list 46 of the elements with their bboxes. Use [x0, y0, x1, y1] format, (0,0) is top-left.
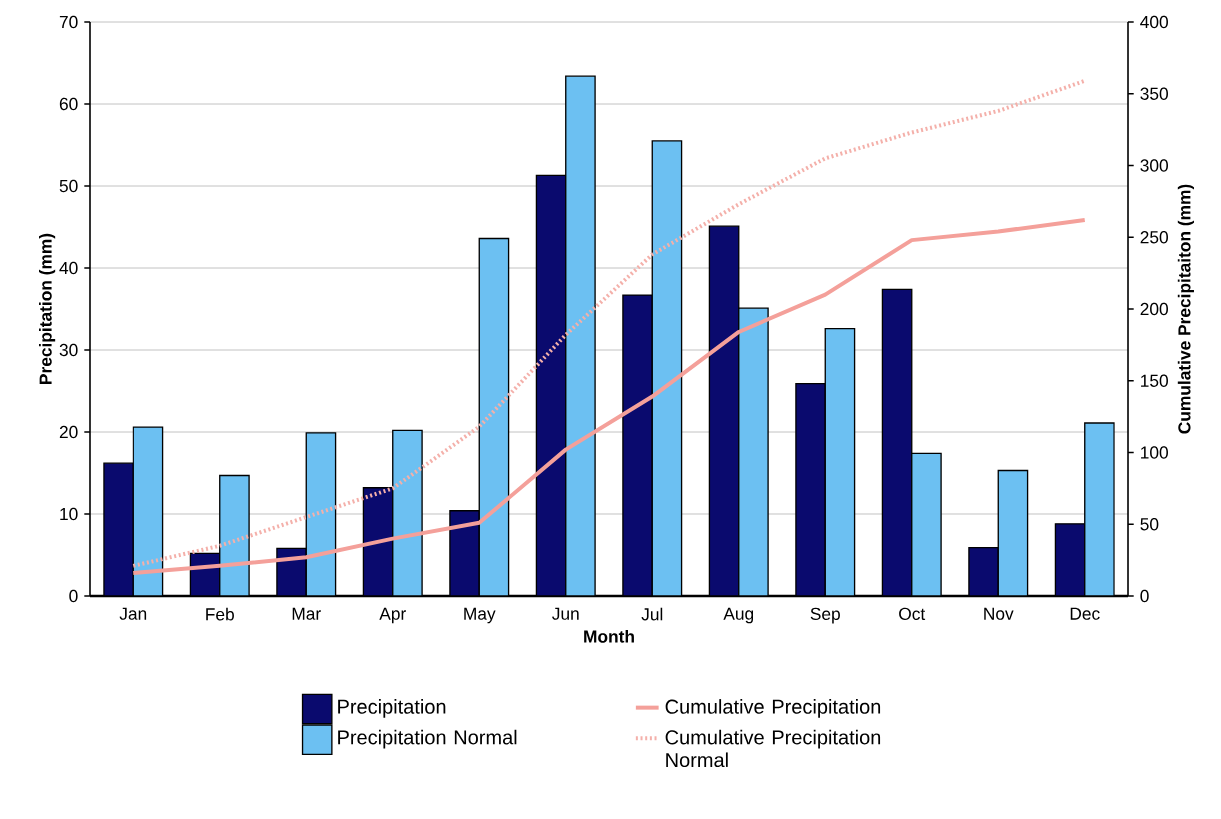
- legend-label: Precipitation: [338, 699, 446, 718]
- x-tick-label: Aug: [723, 607, 754, 624]
- bar: [622, 294, 653, 596]
- y-tick-label: 60: [59, 97, 78, 111]
- y-axis-title: Precipitation (mm): [39, 233, 56, 384]
- y2-tick-label: 300: [1140, 159, 1168, 172]
- x-tick-label: May: [464, 607, 496, 624]
- legend-label: Cumulative Precipitation: [665, 699, 881, 718]
- x-tick-label: Feb: [206, 607, 234, 621]
- y-tick-label: 10: [60, 507, 78, 521]
- bar: [708, 225, 740, 596]
- line-series: [131, 218, 1087, 576]
- bar: [103, 462, 134, 596]
- x-tick-label: Jul: [641, 607, 663, 621]
- x-tick-label: Jan: [119, 607, 147, 620]
- bar: [1054, 523, 1086, 596]
- x-tick-label: Dec: [1070, 607, 1100, 620]
- x-tick-label: Jun: [552, 607, 579, 620]
- bar: [535, 174, 567, 596]
- y2-tick-label: 100: [1141, 446, 1168, 459]
- x-tick-label: Apr: [379, 607, 406, 624]
- y-tick-label: 50: [59, 179, 78, 193]
- bar: [795, 382, 826, 596]
- y2-axis-title: Cumulative Precipitaiton (mm): [1177, 184, 1194, 434]
- y2-tick-label: 250: [1140, 231, 1168, 244]
- y-tick-label: 30: [59, 343, 78, 357]
- legend-label: Precipitation Normal: [338, 729, 517, 749]
- y-tick-label: 0: [69, 589, 78, 603]
- bar: [881, 288, 913, 596]
- y-tick-label: 20: [59, 425, 78, 439]
- y2-tick-label: 0: [1140, 589, 1149, 603]
- x-tick-label: Oct: [899, 607, 926, 620]
- y2-tick-label: 350: [1140, 87, 1168, 100]
- line-series: [131, 78, 1087, 568]
- y2-tick-label: 400: [1140, 15, 1168, 29]
- y-tick-label: 70: [59, 15, 78, 29]
- bar: [968, 546, 999, 596]
- x-tick-label: Mar: [292, 607, 321, 620]
- x-tick-label: Nov: [984, 607, 1014, 620]
- y2-tick-label: 150: [1141, 374, 1168, 387]
- x-axis-title: Month: [584, 629, 634, 643]
- x-tick-label: Sep: [810, 607, 840, 624]
- legend-label: Cumulative Precipitation Normal: [665, 729, 881, 768]
- y2-tick-label: 200: [1140, 302, 1168, 316]
- y-tick-label: 40: [59, 261, 78, 275]
- y2-tick-label: 50: [1140, 518, 1159, 531]
